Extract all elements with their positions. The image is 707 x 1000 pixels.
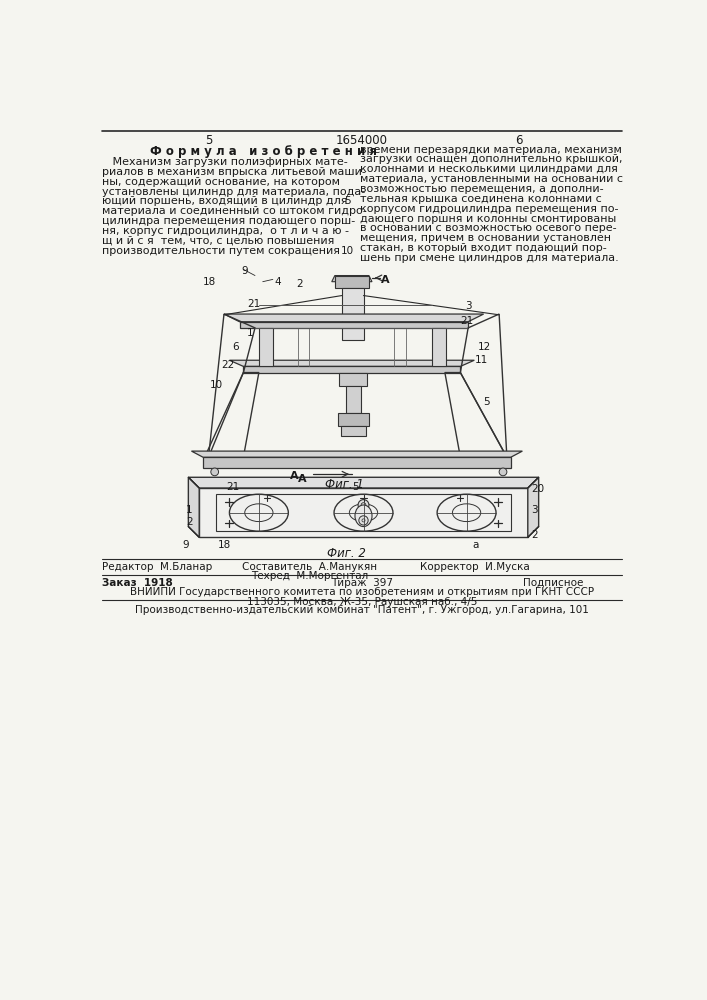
Text: 1: 1 <box>247 328 254 338</box>
Text: 5: 5 <box>205 134 212 147</box>
Polygon shape <box>341 288 363 340</box>
Text: 12: 12 <box>477 342 491 352</box>
Text: материала, установленными на основании с: материала, установленными на основании с <box>360 174 623 184</box>
Polygon shape <box>433 328 446 366</box>
Text: в основании с возможностью осевого пере-: в основании с возможностью осевого пере- <box>360 223 617 233</box>
Text: тельная крышка соединена колоннами с: тельная крышка соединена колоннами с <box>360 194 602 204</box>
Text: А: А <box>290 471 298 481</box>
Text: Заказ  1918: Заказ 1918 <box>103 578 173 588</box>
Text: Механизм загрузки полиэфирных мате-: Механизм загрузки полиэфирных мате- <box>103 157 348 167</box>
Text: 5: 5 <box>352 482 359 492</box>
Polygon shape <box>335 276 369 288</box>
Text: ня, корпус гидроцилиндра,  о т л и ч а ю -: ня, корпус гидроцилиндра, о т л и ч а ю … <box>103 226 349 236</box>
Text: Подписное: Подписное <box>523 578 583 588</box>
Polygon shape <box>224 314 484 322</box>
Circle shape <box>499 468 507 476</box>
Text: 2: 2 <box>296 279 303 289</box>
Polygon shape <box>199 488 528 537</box>
Text: дающего поршня и колонны смонтированы: дающего поршня и колонны смонтированы <box>360 214 616 224</box>
Text: 2: 2 <box>532 530 538 540</box>
Text: 21: 21 <box>460 316 474 326</box>
Text: 4: 4 <box>274 277 281 287</box>
Polygon shape <box>341 426 366 436</box>
Text: 113035, Москва, Ж-35, Раушская наб., 4/5: 113035, Москва, Ж-35, Раушская наб., 4/5 <box>247 597 477 607</box>
Text: 18: 18 <box>218 540 231 550</box>
Polygon shape <box>188 477 199 537</box>
Text: щ и й с я  тем, что, с целью повышения: щ и й с я тем, что, с целью повышения <box>103 236 334 246</box>
Text: Фиг. 2: Фиг. 2 <box>327 547 366 560</box>
Text: ющий поршень, входящий в цилиндр для: ющий поршень, входящий в цилиндр для <box>103 196 348 206</box>
Circle shape <box>211 468 218 476</box>
Polygon shape <box>346 386 361 413</box>
Text: риалов в механизм впрыска литьевой маши-: риалов в механизм впрыска литьевой маши- <box>103 167 366 177</box>
Polygon shape <box>259 328 273 366</box>
Text: установлены цилиндр для материала, пода-: установлены цилиндр для материала, пода- <box>103 187 366 197</box>
Text: 10: 10 <box>210 380 223 390</box>
Polygon shape <box>230 360 474 366</box>
Text: возможностью перемещения, а дополни-: возможностью перемещения, а дополни- <box>360 184 603 194</box>
Text: времени перезарядки материала, механизм: времени перезарядки материала, механизм <box>360 145 621 155</box>
Text: Корректор  И.Муска: Корректор И.Муска <box>421 562 530 572</box>
Polygon shape <box>338 413 369 426</box>
Polygon shape <box>332 276 372 282</box>
Text: 11: 11 <box>474 355 488 365</box>
Text: 1654000: 1654000 <box>336 134 388 147</box>
Text: колоннами и несколькими цилиндрами для: колоннами и несколькими цилиндрами для <box>360 164 617 174</box>
Text: корпусом гидроцилиндра перемещения по-: корпусом гидроцилиндра перемещения по- <box>360 204 618 214</box>
Text: Составитель  А.Манукян: Составитель А.Манукян <box>242 562 377 572</box>
Text: мещения, причем в основании установлен: мещения, причем в основании установлен <box>360 233 611 243</box>
Text: Ф о р м у л а   и з о б р е т е н и я: Ф о р м у л а и з о б р е т е н и я <box>151 145 378 158</box>
Text: загрузки оснащен дополнительно крышкой,: загрузки оснащен дополнительно крышкой, <box>360 154 622 164</box>
Text: цилиндра перемещения подающего порш-: цилиндра перемещения подающего порш- <box>103 216 356 226</box>
Text: 10: 10 <box>341 246 354 256</box>
Text: 9: 9 <box>242 266 248 276</box>
Text: Тираж  397: Тираж 397 <box>331 578 393 588</box>
Text: ВНИИПИ Государственного комитета по изобретениям и открытиям при ГКНТ СССР: ВНИИПИ Государственного комитета по изоб… <box>130 587 594 597</box>
Text: ны, содержащий основание, на котором: ны, содержащий основание, на котором <box>103 177 340 187</box>
Text: 6: 6 <box>515 134 522 147</box>
Polygon shape <box>243 366 460 373</box>
Polygon shape <box>339 373 368 386</box>
Polygon shape <box>528 477 539 537</box>
Polygon shape <box>203 457 510 468</box>
Text: 21: 21 <box>226 482 239 492</box>
Text: Производственно-издательский комбинат "Патент", г. Ужгород, ул.Гагарина, 101: Производственно-издательский комбинат "П… <box>135 605 589 615</box>
Text: шень при смене цилиндров для материала.: шень при смене цилиндров для материала. <box>360 253 619 263</box>
Text: 20: 20 <box>532 484 544 494</box>
Text: 3: 3 <box>465 301 472 311</box>
Text: А: А <box>298 474 306 484</box>
Text: 2: 2 <box>186 517 192 527</box>
Text: 18: 18 <box>203 277 216 287</box>
Circle shape <box>358 500 369 510</box>
Text: 1: 1 <box>186 505 192 515</box>
Text: 3: 3 <box>532 505 538 515</box>
Polygon shape <box>188 477 539 488</box>
Text: 5: 5 <box>484 397 490 407</box>
Text: Техред  М.Моргентал: Техред М.Моргентал <box>250 571 368 581</box>
Text: А: А <box>381 275 390 285</box>
Text: 9: 9 <box>182 540 189 550</box>
Text: Фиг. 1: Фиг. 1 <box>325 478 363 491</box>
Text: производительности путем сокращения: производительности путем сокращения <box>103 246 340 256</box>
Polygon shape <box>240 322 468 328</box>
Text: Редактор  М.Бланар: Редактор М.Бланар <box>103 562 213 572</box>
Circle shape <box>359 516 368 525</box>
Text: 6: 6 <box>232 342 238 352</box>
Ellipse shape <box>355 505 372 527</box>
Text: стакан, в который входит подающий пор-: стакан, в который входит подающий пор- <box>360 243 607 253</box>
Text: а: а <box>473 540 479 550</box>
Text: материала и соединенный со штоком гидро-: материала и соединенный со штоком гидро- <box>103 206 367 216</box>
Polygon shape <box>192 451 522 457</box>
Text: 5: 5 <box>344 196 351 206</box>
Text: 21: 21 <box>247 299 260 309</box>
Text: 22: 22 <box>222 360 235 370</box>
